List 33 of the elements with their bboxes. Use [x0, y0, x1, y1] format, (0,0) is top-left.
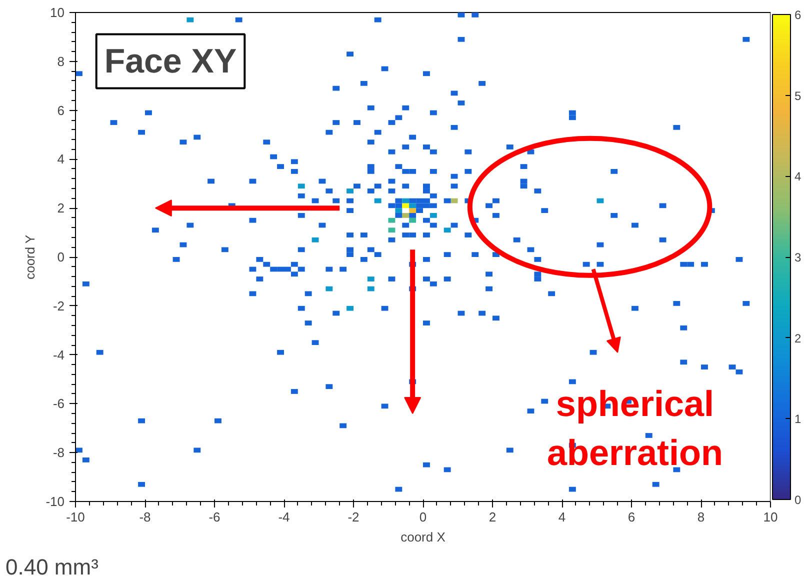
y-tick-label: -4: [52, 347, 65, 362]
x-tick-label: -4: [278, 510, 290, 524]
x-tick-label: -6: [208, 510, 220, 524]
color-bar-label: 1: [794, 412, 802, 426]
x-axis-title: coord X: [400, 530, 446, 544]
y-tick-label: 4: [57, 152, 65, 167]
y-tick-label: 10: [50, 5, 65, 20]
annotation: Face XY: [104, 42, 237, 80]
x-tick-label: -2: [348, 510, 360, 524]
x-tick-label: 4: [558, 510, 566, 524]
color-bar-label: 5: [794, 88, 802, 103]
y-tick-label: 8: [57, 54, 65, 69]
x-tick-label: 0: [419, 510, 427, 524]
x-tick-label: 6: [628, 510, 636, 524]
annotation: spherical aberration: [546, 383, 723, 474]
x-tick-label: -8: [139, 510, 151, 524]
y-tick-label: -2: [52, 298, 65, 314]
y-tick-label: -6: [52, 396, 65, 412]
x-tick-label: 8: [697, 510, 705, 524]
y-tick-label: 6: [57, 102, 65, 118]
y-tick-label: 2: [57, 200, 65, 216]
color-bar-label: 3: [794, 250, 802, 264]
x-tick-label: 2: [488, 510, 496, 524]
x-tick-label: 10: [763, 510, 778, 524]
color-bar-label: 0: [794, 493, 802, 507]
color-bar-label: 6: [794, 8, 802, 22]
color-bar-label: 2: [794, 331, 802, 346]
y-axis-title: coord Y: [22, 234, 38, 280]
y-tick-label: -8: [52, 445, 65, 460]
text: 0.40 mm³: [6, 554, 98, 580]
y-tick-label: 0: [57, 250, 65, 264]
color-bar-label: 4: [794, 170, 802, 184]
y-tick-label: -10: [46, 494, 65, 509]
